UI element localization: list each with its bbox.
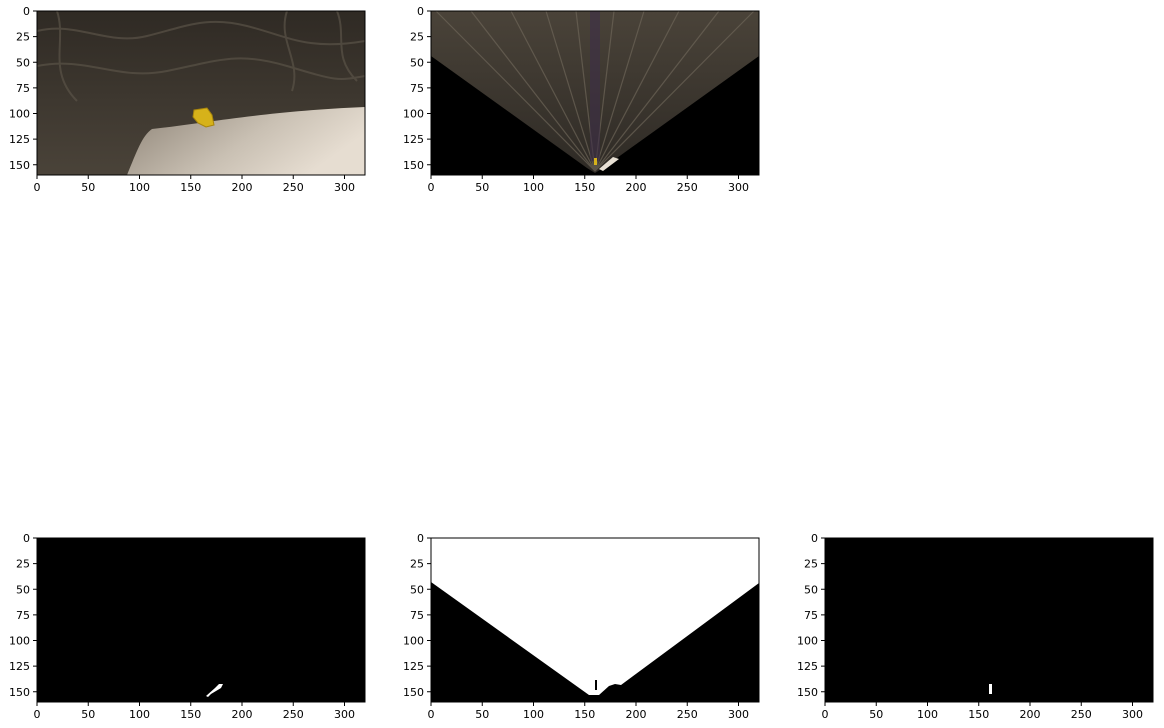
- x-tick-label: 200: [232, 181, 253, 194]
- x-tick-label: 250: [283, 708, 304, 721]
- y-tick-label: 125: [9, 660, 30, 673]
- y-tick-label: 50: [804, 583, 818, 596]
- y-tick-label: 150: [797, 686, 818, 699]
- x-tick-label: 150: [574, 181, 595, 194]
- y-tick-label: 0: [417, 5, 424, 18]
- x-tick-label: 150: [180, 708, 201, 721]
- panel-camera-image: [36, 10, 366, 176]
- mask-gap: [595, 680, 597, 690]
- y-tick-label: 50: [16, 56, 30, 69]
- x-tick-label: 50: [475, 708, 489, 721]
- x-tick-label: 0: [428, 181, 435, 194]
- y-tick-label: 75: [410, 609, 424, 622]
- y-tick-label: 0: [811, 532, 818, 545]
- x-tick-label: 0: [34, 708, 41, 721]
- x-tick-label: 50: [81, 181, 95, 194]
- y-tick-label: 50: [410, 583, 424, 596]
- y-tick-label: 125: [9, 133, 30, 146]
- y-tick-label: 75: [16, 82, 30, 95]
- y-tick-label: 25: [16, 31, 30, 44]
- ground-patch: [599, 157, 619, 171]
- y-tick-label: 100: [403, 635, 424, 648]
- y-tick-label: 25: [410, 558, 424, 571]
- x-tick-label: 200: [626, 708, 647, 721]
- axes-frame: [824, 537, 1154, 703]
- x-tick-label: 250: [677, 181, 698, 194]
- y-tick-label: 150: [403, 159, 424, 172]
- x-tick-label: 150: [574, 708, 595, 721]
- y-tick-label: 75: [804, 609, 818, 622]
- axes-frame: [36, 537, 366, 703]
- x-tick-label: 100: [129, 181, 150, 194]
- x-tick-label: 0: [822, 708, 829, 721]
- y-tick-label: 75: [410, 82, 424, 95]
- x-tick-label: 300: [334, 708, 355, 721]
- y-tick-label: 150: [403, 686, 424, 699]
- mask-white: [989, 684, 992, 694]
- x-tick-label: 200: [1020, 708, 1041, 721]
- panel-warped-view: [430, 10, 760, 176]
- panel-rock-mask: [824, 537, 1154, 703]
- y-tick-label: 125: [403, 133, 424, 146]
- x-tick-label: 0: [428, 708, 435, 721]
- rock-texture: [36, 10, 366, 102]
- x-tick-label: 100: [523, 708, 544, 721]
- x-tick-label: 150: [180, 181, 201, 194]
- y-tick-label: 150: [9, 686, 30, 699]
- image-area: [825, 538, 1153, 702]
- x-tick-label: 50: [475, 181, 489, 194]
- x-tick-label: 300: [728, 181, 749, 194]
- y-tick-label: 125: [797, 660, 818, 673]
- x-tick-label: 250: [1071, 708, 1092, 721]
- y-tick-label: 0: [417, 532, 424, 545]
- y-tick-label: 50: [410, 56, 424, 69]
- axes-frame: [36, 10, 366, 176]
- rock-sample: [192, 107, 215, 128]
- x-tick-label: 250: [677, 708, 698, 721]
- mask-white: [206, 684, 223, 697]
- x-tick-label: 100: [129, 708, 150, 721]
- panel-threshold-navigable: [36, 537, 366, 703]
- x-tick-label: 300: [728, 708, 749, 721]
- mask-white: [431, 538, 759, 695]
- x-tick-label: 100: [917, 708, 938, 721]
- y-tick-label: 0: [23, 5, 30, 18]
- y-tick-label: 100: [797, 635, 818, 648]
- x-tick-label: 300: [334, 181, 355, 194]
- x-tick-label: 200: [626, 181, 647, 194]
- axes-frame: [430, 537, 760, 703]
- image-area: [37, 538, 365, 702]
- y-tick-label: 100: [9, 108, 30, 121]
- y-tick-label: 50: [16, 583, 30, 596]
- ground-region: [127, 107, 365, 175]
- y-tick-label: 25: [410, 31, 424, 44]
- y-tick-label: 25: [804, 558, 818, 571]
- x-tick-label: 250: [283, 181, 304, 194]
- y-tick-label: 25: [16, 558, 30, 571]
- x-tick-label: 50: [81, 708, 95, 721]
- center-stripe: [590, 11, 600, 161]
- panel-warped-mask: [430, 537, 760, 703]
- y-tick-label: 75: [16, 609, 30, 622]
- rock-sample: [594, 158, 597, 165]
- y-tick-label: 125: [403, 660, 424, 673]
- x-tick-label: 100: [523, 181, 544, 194]
- x-tick-label: 200: [232, 708, 253, 721]
- x-tick-label: 300: [1122, 708, 1143, 721]
- x-tick-label: 150: [968, 708, 989, 721]
- y-tick-label: 0: [23, 532, 30, 545]
- x-tick-label: 50: [869, 708, 883, 721]
- y-tick-label: 100: [9, 635, 30, 648]
- axes-frame: [430, 10, 760, 176]
- y-tick-label: 100: [403, 108, 424, 121]
- x-tick-label: 0: [34, 181, 41, 194]
- y-tick-label: 150: [9, 159, 30, 172]
